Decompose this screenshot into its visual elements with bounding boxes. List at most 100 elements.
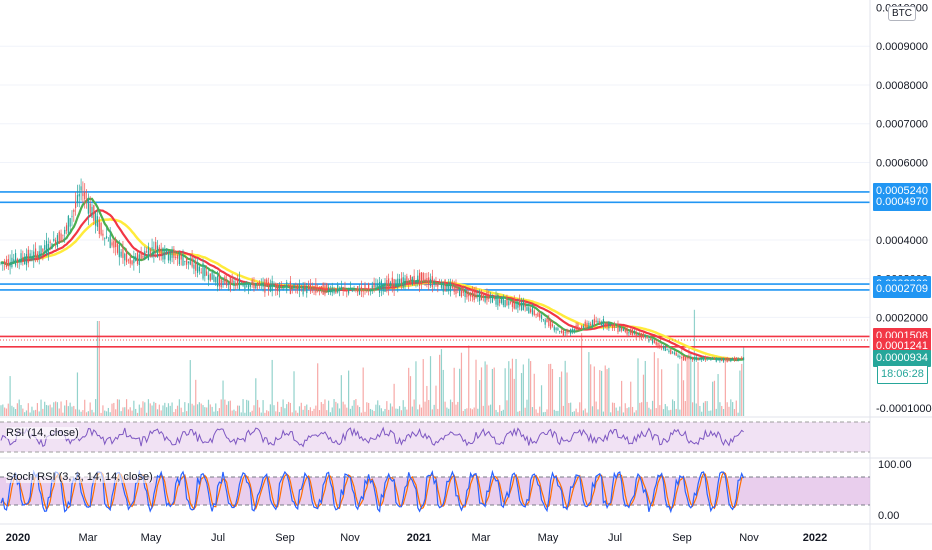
candle-body [451, 285, 453, 288]
volume-bar [462, 410, 464, 416]
volume-bar [87, 411, 89, 416]
volume-bar [375, 404, 377, 416]
candle-body [98, 220, 100, 235]
volume-bar [602, 411, 605, 416]
volume-bar [732, 402, 734, 416]
volume-bar [351, 405, 353, 416]
volume-bar [686, 355, 688, 416]
volume-bar [222, 380, 224, 416]
stoch-tick-label: 0.00 [878, 510, 899, 522]
volume-bar [371, 409, 373, 416]
volume-bar [413, 399, 415, 416]
volume-bar [495, 409, 497, 416]
candle-body [510, 301, 512, 303]
candle-body [717, 358, 719, 361]
rsi-pane[interactable] [0, 421, 870, 453]
candle-body [506, 296, 508, 306]
volume-bar [75, 409, 77, 416]
price-pane[interactable] [0, 45, 870, 416]
volume-bar [196, 404, 199, 416]
volume-bar [318, 410, 321, 416]
volume-bar [544, 411, 546, 416]
candle-body [340, 286, 342, 290]
volume-bar [195, 379, 197, 416]
volume-bar [449, 399, 452, 416]
candle-body [582, 325, 584, 328]
candle-body [160, 248, 162, 255]
candle-body [147, 246, 150, 261]
candle-body [146, 251, 148, 253]
volume-bar [491, 368, 493, 416]
candle-body [646, 336, 648, 339]
volume-bar [218, 408, 220, 416]
candle-body [278, 284, 281, 292]
volume-bar [426, 385, 428, 416]
candle-body [69, 218, 71, 227]
time-axis[interactable]: 2020 Mar May Jul Sep Nov 2021 Mar May Jul Sep Nov 20… [6, 532, 827, 544]
volume-bar [273, 405, 275, 416]
candle-body [322, 283, 324, 295]
candle-body [151, 247, 153, 251]
candle-body [535, 313, 537, 315]
volume-bar [459, 368, 461, 416]
time-tick-label: May [141, 532, 162, 544]
rsi-label[interactable]: RSI (14, close) [6, 427, 79, 439]
stoch-label[interactable]: Stoch RSI (3, 3, 14, 14, close) [6, 471, 153, 483]
candle-body [466, 291, 468, 298]
candle-body [397, 278, 399, 288]
price-tick-label: -0.0001000 [876, 403, 932, 415]
candle-body [293, 284, 295, 289]
candle-body [311, 287, 313, 292]
volume-bar [613, 402, 615, 416]
volume-bar [468, 345, 470, 416]
volume-bar [475, 359, 477, 416]
horizontal-levels[interactable] [0, 191, 870, 348]
volume-bar [564, 360, 566, 416]
candle-body [202, 263, 204, 279]
volume-bar [138, 404, 140, 416]
volume-bar [628, 407, 630, 416]
candle-body [47, 243, 49, 255]
candle-body [64, 229, 66, 234]
stoch-axis[interactable]: 100.00 0.00 [878, 459, 912, 522]
symbol-badge[interactable]: BTC [888, 6, 916, 21]
candle-body [584, 321, 586, 327]
candle-body [166, 249, 168, 253]
candle-body [5, 259, 8, 268]
volume-bar [633, 412, 635, 416]
volume-bar [568, 403, 570, 416]
volume-bar [173, 412, 175, 416]
candle-body [242, 284, 244, 286]
volume-bar [76, 372, 79, 416]
candle-body [95, 213, 97, 226]
candle-body [244, 283, 246, 289]
candle-body [528, 307, 530, 314]
candle-body [464, 291, 466, 297]
candle-body [337, 284, 339, 293]
volume-bar [242, 399, 244, 416]
volume-bar [244, 412, 246, 416]
volume-bar [198, 402, 200, 416]
volume-bar [559, 377, 561, 416]
volume-bar [624, 403, 626, 416]
volume-bar [429, 356, 432, 416]
volume-bar [444, 401, 446, 416]
volume-bar [11, 405, 13, 416]
volume-bar [715, 408, 717, 416]
candle-body [237, 279, 239, 285]
volume-bar [58, 408, 60, 416]
volume-bar [111, 403, 113, 416]
candle-body [362, 290, 364, 292]
volume-bar [621, 380, 623, 416]
volume-bar [502, 409, 504, 416]
volume-bar [524, 407, 526, 416]
candle-body [573, 328, 575, 333]
candle-body [699, 358, 701, 361]
candle-body [677, 355, 679, 358]
candle-body [513, 298, 515, 309]
candle-body [631, 329, 634, 335]
candle-body [484, 296, 486, 302]
candle-body [149, 248, 151, 256]
candle-body [560, 330, 563, 333]
